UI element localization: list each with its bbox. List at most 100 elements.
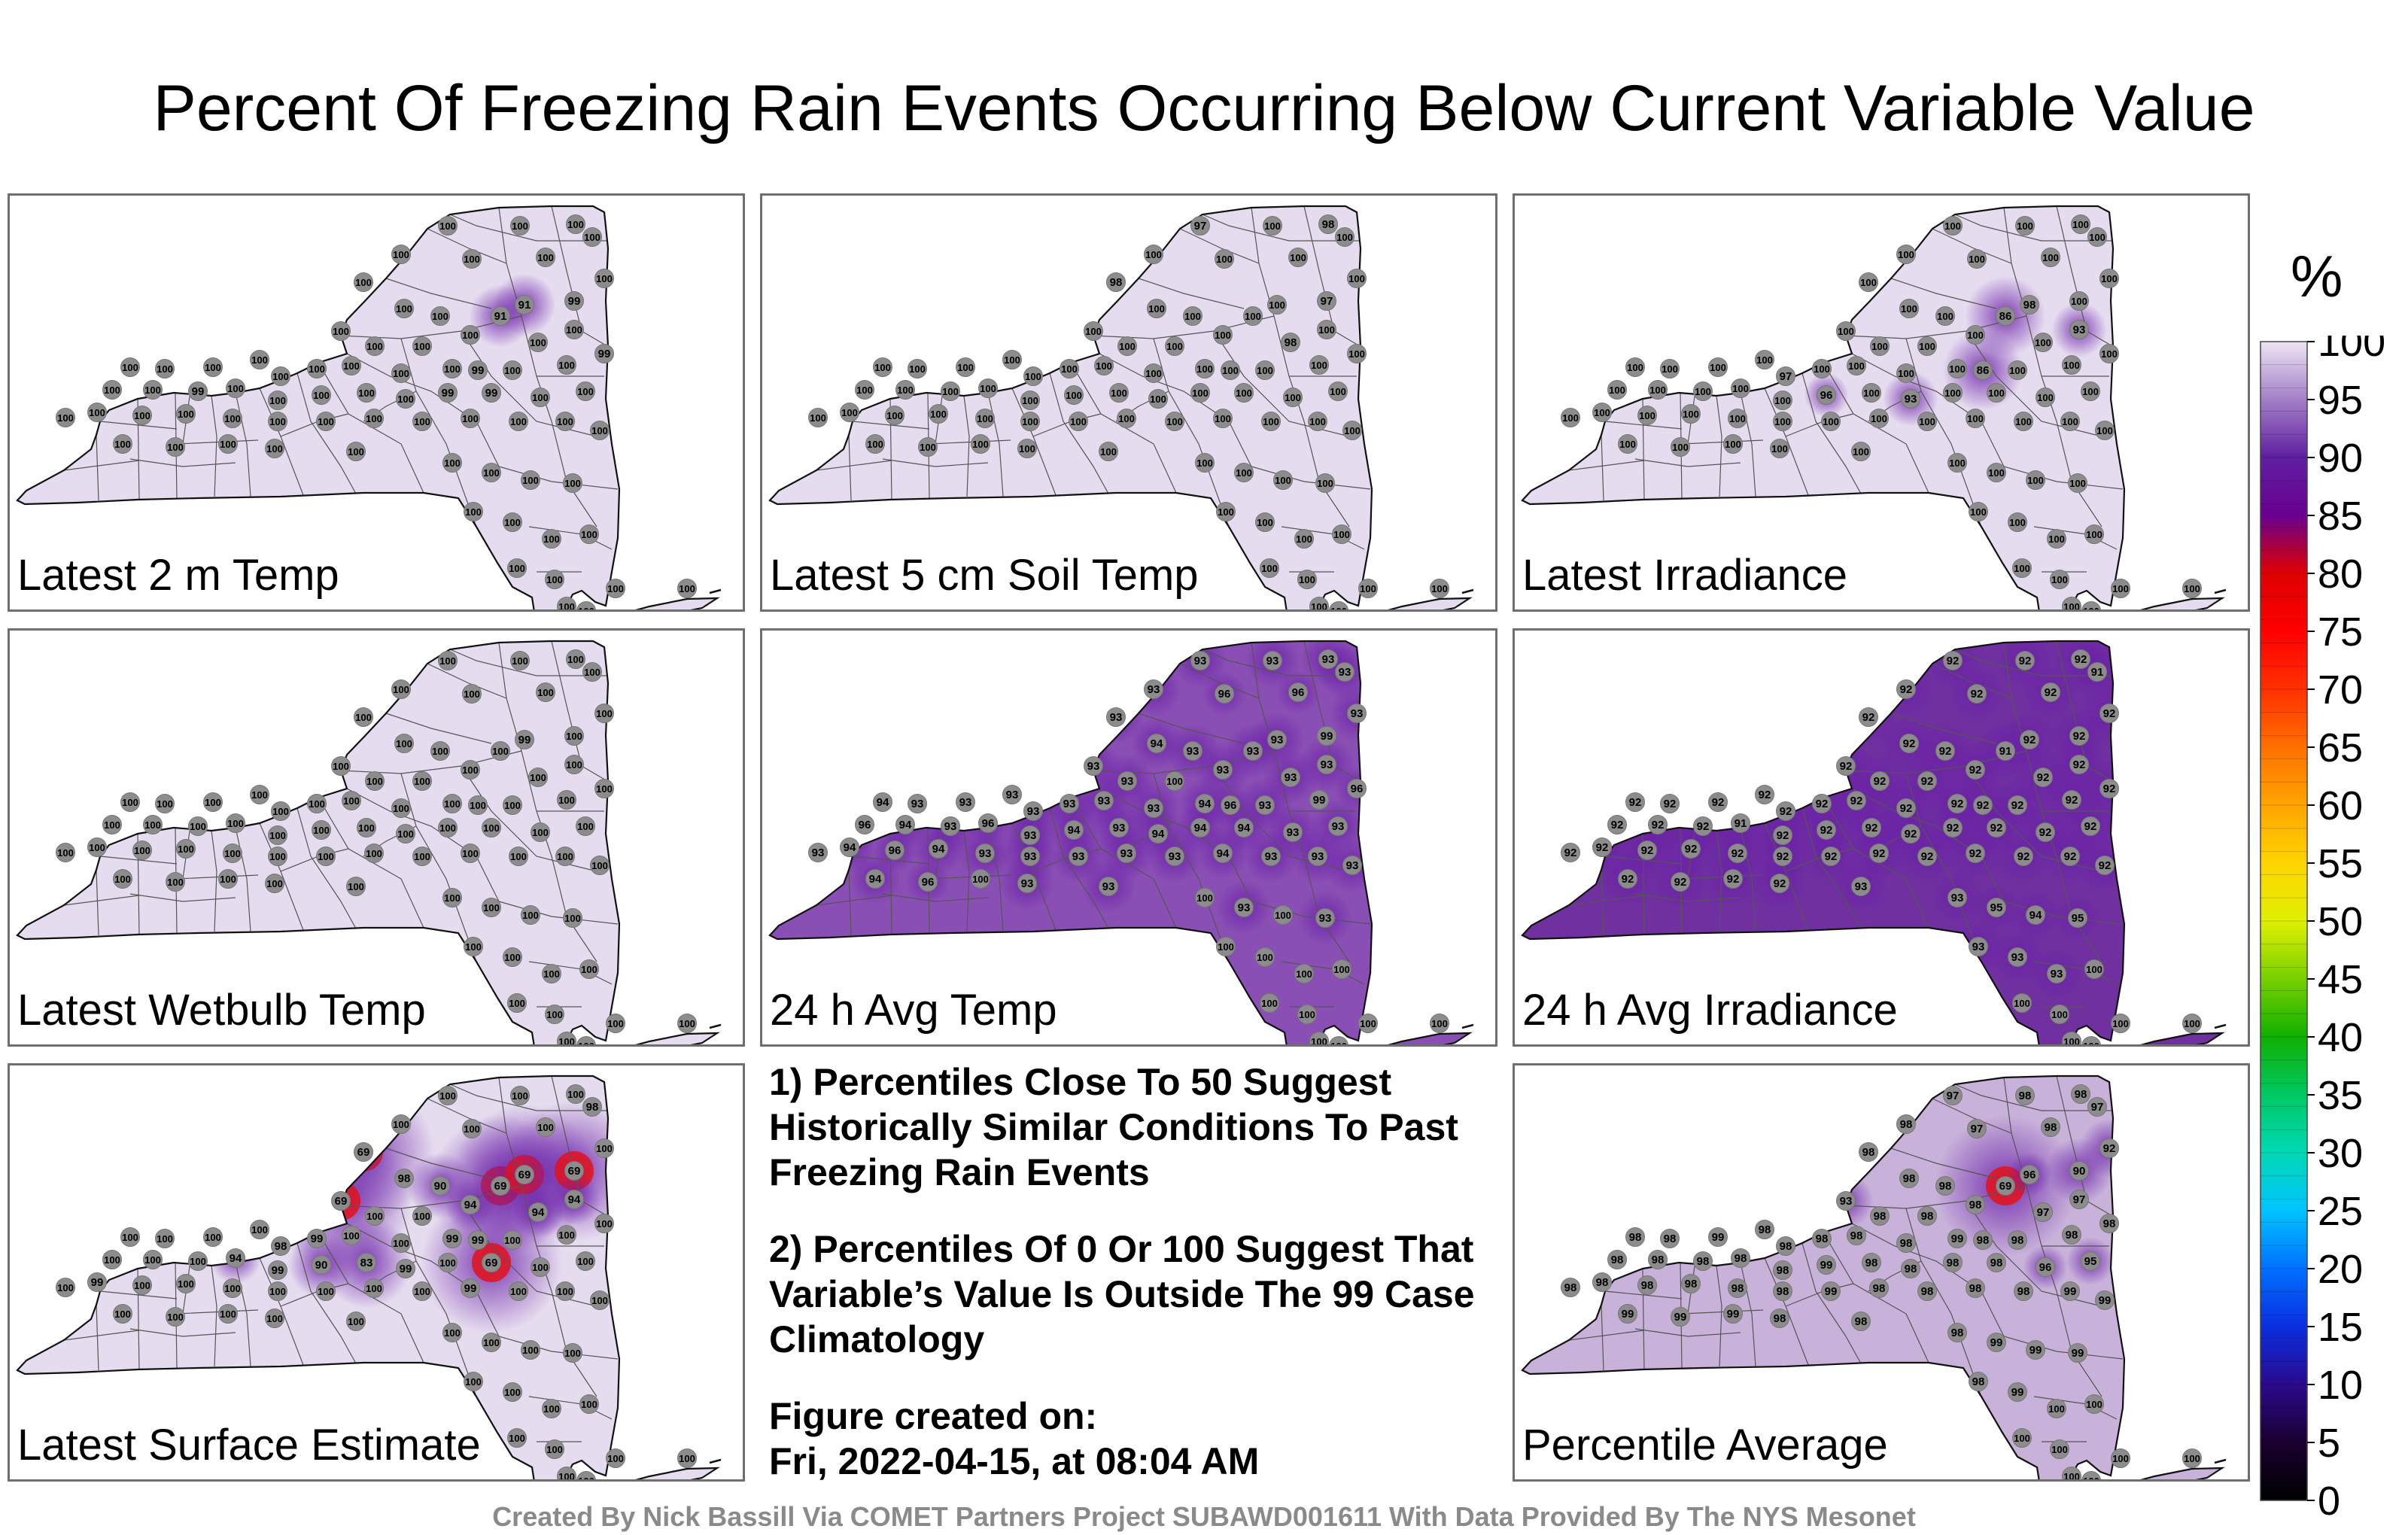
station-value: 100 [251,354,268,366]
station-value: 94 [844,841,856,854]
station-value: 100 [607,583,624,594]
station-value: 99 [1825,1285,1838,1298]
station-value: 100 [439,1090,456,1102]
station-marker: 100 [316,847,336,866]
station-value: 99 [446,1233,459,1245]
station-marker: 100 [2111,1448,2130,1468]
station-value: 100 [578,1476,594,1479]
station-marker: 99 [1947,1229,1967,1248]
station-value: 98 [2017,1285,2030,1298]
station-marker: 100 [2182,579,2202,598]
station-value: 100 [1236,388,1252,399]
station-value: 100 [504,800,521,811]
station-marker: 100 [1821,412,1841,431]
station-marker: 100 [579,1394,599,1414]
station-marker: 100 [218,434,238,454]
station-value: 100 [1275,475,1291,486]
station-value: 98 [2019,1090,2032,1102]
station-marker: 100 [461,325,480,345]
station-marker: 100 [176,1274,196,1293]
station-value: 100 [2083,606,2099,609]
station-value: 100 [1330,1041,1347,1044]
station-value: 100 [1823,416,1839,427]
island-tick [2214,1023,2227,1029]
station-value: 99 [192,385,205,398]
station-value: 93 [1259,799,1272,812]
station-marker: 100 [594,1138,614,1158]
station-value: 100 [1245,311,1261,322]
station-value: 100 [1662,363,1678,375]
station-marker: 93 [1002,785,1022,804]
station-marker: 92 [1728,843,1747,863]
station-value: 93 [2051,968,2063,980]
station-value: 100 [1431,1018,1448,1029]
station-marker: 100 [316,412,336,431]
station-marker: 100 [188,816,208,836]
station-value: 100 [2051,574,2068,585]
station-marker: 100 [1358,579,1378,598]
stations: 100 100 100 100 100 100 100 100 86 98 100 100 100 100… [1561,214,2202,609]
station-marker: 100 [1309,355,1329,375]
station-marker: 92 [2081,816,2100,836]
station-value: 100 [1119,341,1136,352]
station-value: 93 [1098,795,1111,807]
station-value: 92 [1622,873,1634,886]
station-value: 100 [1311,360,1327,371]
station-marker: 100 [564,755,584,774]
station-value: 98 [1735,1252,1747,1265]
station-marker: 100 [1221,360,1240,380]
station-value: 100 [679,1453,695,1464]
station-marker: 98 [1847,1226,1866,1245]
station-marker: 100 [1309,1032,1329,1044]
station-marker: 100 [482,1333,501,1352]
station-marker: 94 [1064,820,1084,840]
station-value: 100 [1683,409,1699,420]
station-value: 100 [393,249,409,260]
station-value: 100 [414,416,430,427]
station-marker: 100 [482,898,501,917]
long-island-border [1388,1032,1473,1044]
station-marker: 98 [1625,1227,1645,1247]
station-marker: 95 [2081,1251,2100,1271]
station-value: 100 [504,365,521,376]
station-value: 93 [1271,734,1284,746]
station-marker: 100 [1671,437,1690,457]
station-value: 100 [1360,1018,1376,1029]
station-marker: 100 [1263,216,1282,236]
station-value: 97 [1947,1090,1960,1102]
station-value: 100 [333,761,349,772]
station-value: 100 [2096,425,2113,436]
station-value: 100 [414,851,430,862]
station-marker: 100 [1917,412,1937,431]
station-marker: 100 [268,412,287,431]
station-marker: 100 [528,768,548,787]
station-marker: 100 [464,1372,483,1391]
long-island-border [2140,1467,2225,1479]
station-marker: 98 [1943,1253,1963,1272]
station-marker: 100 [113,434,132,454]
station-marker: 92 [1755,785,1774,804]
station-value: 93 [1339,666,1351,679]
station-marker: 100 [1283,388,1303,407]
station-marker: 100 [1216,502,1236,521]
station-value: 100 [2101,273,2118,284]
station-marker: 100 [1216,937,1236,956]
station-marker: 100 [503,1382,522,1402]
station-marker: 98 [1896,1233,1916,1253]
station-marker: 92 [1607,815,1627,834]
station-value: 100 [104,1254,120,1266]
station-marker: 92 [2041,682,2060,702]
station-marker: 100 [956,357,975,377]
station-marker: 100 [482,818,501,837]
station-value: 98 [1921,1285,1934,1298]
station-value: 100 [596,783,613,795]
long-island-border [2140,597,2225,609]
station-value: 98 [1903,1172,1916,1185]
station-value: 98 [1874,1210,1887,1223]
station-marker: 100 [1648,380,1668,400]
station-marker: 94 [840,837,859,857]
station-marker: 93 [1144,679,1163,699]
station-marker: 94 [1234,818,1254,837]
station-value: 98 [1969,1199,1982,1211]
station-value: 100 [393,1119,409,1130]
